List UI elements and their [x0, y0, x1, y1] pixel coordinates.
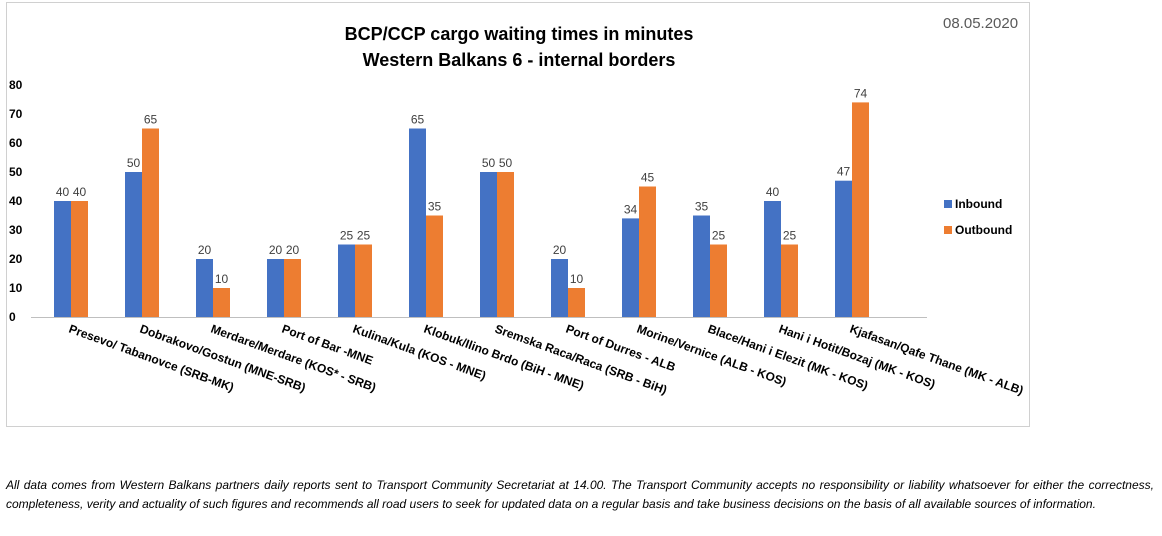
- bar-outbound: [355, 244, 372, 317]
- bar-outbound: [781, 244, 798, 317]
- y-tick-label: 60: [9, 136, 23, 150]
- date-label: 08.05.2020: [943, 15, 1018, 32]
- bar-outbound: [710, 244, 727, 317]
- bar-value-label: 50: [127, 156, 141, 170]
- bar-inbound: [54, 201, 71, 317]
- bar-inbound: [125, 172, 142, 317]
- bar-value-label: 20: [198, 243, 212, 257]
- bar-value-label: 25: [712, 229, 726, 243]
- legend-label-inbound: Inbound: [955, 197, 1002, 211]
- bar-value-label: 45: [641, 171, 655, 185]
- bar-outbound: [852, 102, 869, 318]
- bar-value-label: 10: [570, 272, 584, 286]
- bar-inbound: [480, 172, 497, 317]
- y-tick-label: 80: [9, 78, 23, 92]
- bar-value-label: 35: [695, 200, 709, 214]
- bar-inbound: [338, 244, 355, 317]
- bar-outbound: [284, 259, 301, 317]
- legend-swatch-inbound: [944, 200, 952, 208]
- y-tick-label: 50: [9, 165, 23, 179]
- bar-outbound: [568, 288, 585, 317]
- bar-inbound: [764, 201, 781, 317]
- bar-value-label: 50: [499, 156, 513, 170]
- bar-chart: BCP/CCP cargo waiting times in minutes W…: [9, 15, 1025, 398]
- bar-value-label: 74: [854, 86, 868, 100]
- y-tick-label: 70: [9, 107, 23, 121]
- bar-value-label: 35: [428, 200, 442, 214]
- bar-value-label: 65: [144, 113, 158, 127]
- chart-title-line2: Western Balkans 6 - internal borders: [363, 50, 676, 70]
- bar-value-label: 25: [340, 229, 354, 243]
- bar-value-label: 25: [783, 229, 797, 243]
- y-tick-label: 40: [9, 194, 23, 208]
- y-tick-label: 0: [9, 310, 16, 324]
- legend-label-outbound: Outbound: [955, 223, 1012, 237]
- bar-inbound: [835, 180, 852, 317]
- bar-value-label: 20: [269, 243, 283, 257]
- bar-value-label: 20: [286, 243, 300, 257]
- bar-value-label: 40: [73, 185, 87, 199]
- legend-swatch-outbound: [944, 226, 952, 234]
- bar-outbound: [426, 215, 443, 317]
- y-tick-label: 10: [9, 281, 23, 295]
- bar-outbound: [142, 128, 159, 317]
- bar-value-label: 65: [411, 113, 425, 127]
- bar-outbound: [213, 288, 230, 317]
- bar-value-label: 47: [837, 165, 851, 179]
- bar-outbound: [639, 186, 656, 317]
- bar-outbound: [71, 201, 88, 317]
- bar-inbound: [622, 218, 639, 317]
- chart-title-line1: BCP/CCP cargo waiting times in minutes: [345, 24, 694, 44]
- bar-value-label: 10: [215, 272, 229, 286]
- y-tick-label: 30: [9, 223, 23, 237]
- bar-inbound: [551, 259, 568, 317]
- bar-value-label: 34: [624, 202, 638, 216]
- bar-inbound: [409, 128, 426, 317]
- bar-value-label: 40: [56, 185, 70, 199]
- disclaimer-text: All data comes from Western Balkans part…: [6, 478, 1154, 511]
- bar-value-label: 40: [766, 185, 780, 199]
- bar-inbound: [693, 215, 710, 317]
- bar-inbound: [267, 259, 284, 317]
- chart-frame: BCP/CCP cargo waiting times in minutes W…: [6, 2, 1030, 427]
- bar-value-label: 25: [357, 229, 371, 243]
- bar-value-label: 20: [553, 243, 567, 257]
- bar-inbound: [196, 259, 213, 317]
- bar-outbound: [497, 172, 514, 317]
- y-tick-label: 20: [9, 252, 23, 266]
- bar-value-label: 50: [482, 156, 496, 170]
